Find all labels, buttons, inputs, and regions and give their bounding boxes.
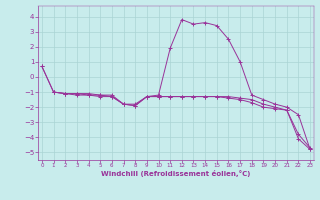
X-axis label: Windchill (Refroidissement éolien,°C): Windchill (Refroidissement éolien,°C) (101, 170, 251, 177)
